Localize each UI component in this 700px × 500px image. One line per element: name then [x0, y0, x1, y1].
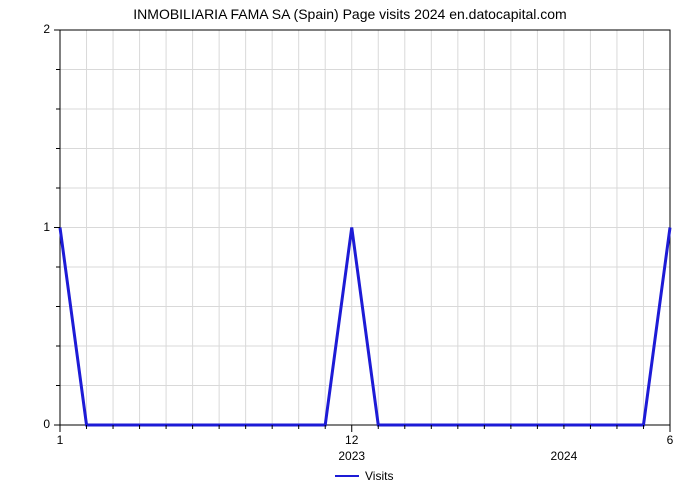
legend-swatch — [335, 475, 359, 477]
x-tick-12: 12 — [345, 433, 358, 447]
x-year-2024: 2024 — [551, 449, 578, 463]
x-tick-1: 1 — [57, 433, 64, 447]
y-tick-2: 2 — [20, 22, 50, 36]
x-year-2023: 2023 — [338, 449, 365, 463]
y-tick-0: 0 — [20, 417, 50, 431]
chart-plot — [0, 0, 700, 500]
legend-label: Visits — [365, 469, 393, 483]
y-tick-1: 1 — [20, 220, 50, 234]
x-tick-6: 6 — [667, 433, 674, 447]
legend: Visits — [335, 469, 393, 483]
